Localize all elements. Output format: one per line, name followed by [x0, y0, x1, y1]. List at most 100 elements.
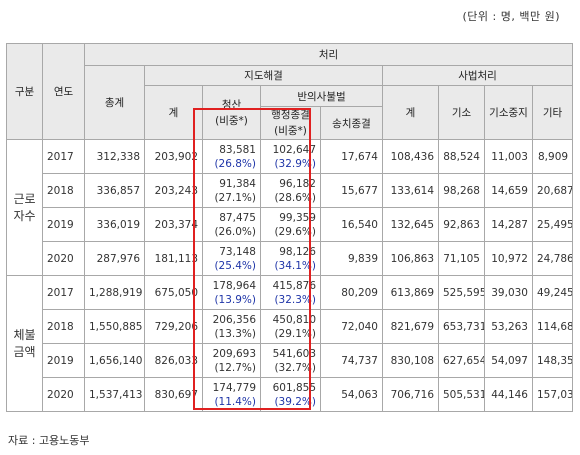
header-admin-share: (비중*) — [274, 125, 307, 137]
settlement-cell-share: (25.4%) — [214, 259, 256, 272]
header-guidance-sum: 계 — [144, 85, 203, 140]
guidance-sum-cell: 203,374 — [144, 207, 203, 242]
admin-closure-cell: 98,126 (34.1%) — [260, 241, 321, 276]
group-label: 체불 금액 — [6, 275, 43, 412]
table-row: 2019 1,656,140 826,033 209,693 (12.7%) 541,60… — [7, 343, 574, 378]
total-cell: 287,976 — [84, 241, 145, 276]
admin-closure-cell-value: 96,182 — [279, 177, 316, 190]
guidance-sum-cell: 203,243 — [144, 173, 203, 208]
transfer-closure-cell: 80,209 — [320, 275, 383, 310]
wage-arrears-table: 구분 연도 처리 총계 지도해결 사법처리 계 청산 (비중*) 반의사불벌 계… — [6, 43, 574, 412]
settlement-cell-value: 73,148 — [219, 245, 256, 258]
settlement-cell-value: 178,964 — [212, 279, 256, 292]
admin-closure-cell: 541,603 (32.7%) — [260, 343, 321, 378]
header-transfer-closure: 송치종결 — [320, 106, 383, 140]
indictment-cell: 88,524 — [438, 139, 485, 174]
suspension-cell: 14,287 — [484, 207, 533, 242]
judicial-sum-cell: 821,679 — [382, 309, 439, 344]
year-cell: 2020 — [42, 377, 85, 412]
suspension-cell: 54,097 — [484, 343, 533, 378]
settlement-cell: 73,148 (25.4%) — [202, 241, 261, 276]
judicial-sum-cell: 830,108 — [382, 343, 439, 378]
settlement-cell-value: 209,693 — [212, 347, 256, 360]
year-cell: 2018 — [42, 309, 85, 344]
indictment-cell: 98,268 — [438, 173, 485, 208]
settlement-cell-share: (13.9%) — [214, 293, 256, 306]
transfer-closure-cell: 54,063 — [320, 377, 383, 412]
judicial-sum-cell: 706,716 — [382, 377, 439, 412]
year-cell: 2019 — [42, 343, 85, 378]
settlement-cell: 209,693 (12.7%) — [202, 343, 261, 378]
header-processing: 처리 — [83, 43, 574, 66]
source-note: 자료 : 고용노동부 — [8, 434, 90, 447]
admin-closure-cell-value: 99,359 — [279, 211, 316, 224]
admin-closure-cell: 450,810 (29.1%) — [260, 309, 321, 344]
indictment-cell: 505,531 — [438, 377, 485, 412]
other-cell: 148,357 — [531, 343, 574, 378]
table-row: 2018 336,857 203,243 91,384 (27.1%) 96,182 (28… — [7, 173, 574, 208]
settlement-cell: 91,384 (27.1%) — [202, 173, 261, 208]
header-total: 총계 — [84, 65, 145, 140]
settlement-cell: 178,964 (13.9%) — [202, 275, 261, 310]
other-cell: 24,786 — [531, 241, 574, 276]
admin-closure-cell-share: (34.1%) — [274, 259, 316, 272]
suspension-cell: 44,146 — [484, 377, 533, 412]
suspension-cell: 39,030 — [484, 275, 533, 310]
year-cell: 2020 — [42, 241, 85, 276]
judicial-sum-cell: 132,645 — [382, 207, 439, 242]
unit-note: (단위 : 명, 백만 원) — [462, 10, 560, 23]
table-row: 근로 자수 2017 312,338 203,902 83,581 (26.8%) 102,6… — [6, 139, 574, 276]
suspension-cell: 10,972 — [484, 241, 533, 276]
header-nonrepeat: 반의사불벌 — [260, 85, 383, 107]
header-indictment: 기소 — [438, 85, 485, 140]
settlement-cell-value: 206,356 — [212, 313, 256, 326]
other-cell: 8,909 — [531, 139, 574, 174]
header-category: 구분 — [6, 43, 43, 140]
admin-closure-cell-share: (29.1%) — [274, 327, 316, 340]
header-settlement-share: (비중*) — [215, 114, 248, 127]
table-row: 2019 336,019 203,374 87,475 (26.0%) 99,359 (29… — [7, 207, 574, 242]
transfer-closure-cell: 9,839 — [320, 241, 383, 276]
admin-closure-cell-value: 601,855 — [272, 381, 316, 394]
settlement-cell-value: 83,581 — [219, 143, 256, 156]
suspension-cell: 53,263 — [484, 309, 533, 344]
settlement-cell-share: (11.4%) — [214, 395, 256, 408]
header-guidance: 지도해결 — [144, 65, 383, 86]
total-cell: 336,857 — [84, 173, 145, 208]
total-cell: 1,288,919 — [84, 275, 145, 310]
settlement-cell-share: (27.1%) — [214, 191, 256, 204]
total-cell: 312,338 — [84, 139, 145, 174]
table-row: 2020 287,976 181,113 73,148 (25.4%) 98,126 (34… — [7, 241, 574, 276]
settlement-cell: 83,581 (26.8%) — [202, 139, 261, 174]
admin-closure-cell-share: (32.7%) — [274, 361, 316, 374]
guidance-sum-cell: 675,050 — [144, 275, 203, 310]
transfer-closure-cell: 15,677 — [320, 173, 383, 208]
admin-closure-cell-share: (29.6%) — [274, 225, 316, 238]
settlement-cell-value: 87,475 — [219, 211, 256, 224]
table-row: 2020 1,537,413 830,697 174,779 (11.4%) 601,85… — [7, 377, 574, 412]
settlement-cell-share: (13.3%) — [214, 327, 256, 340]
other-cell: 114,685 — [531, 309, 574, 344]
judicial-sum-cell: 108,436 — [382, 139, 439, 174]
indictment-cell: 525,595 — [438, 275, 485, 310]
header-settlement-label: 청산 — [221, 98, 242, 111]
admin-closure-cell: 96,182 (28.6%) — [260, 173, 321, 208]
other-cell: 25,495 — [531, 207, 574, 242]
settlement-cell-share: (12.7%) — [214, 361, 256, 374]
guidance-sum-cell: 729,206 — [144, 309, 203, 344]
admin-closure-cell-share: (32.9%) — [274, 157, 316, 170]
settlement-cell: 87,475 (26.0%) — [202, 207, 261, 242]
settlement-cell-value: 174,779 — [212, 381, 256, 394]
admin-closure-cell-value: 450,810 — [272, 313, 316, 326]
settlement-cell-share: (26.8%) — [214, 157, 256, 170]
total-cell: 1,537,413 — [84, 377, 145, 412]
admin-closure-cell-share: (32.3%) — [274, 293, 316, 306]
transfer-closure-cell: 17,674 — [320, 139, 383, 174]
total-cell: 1,550,885 — [84, 309, 145, 344]
year-cell: 2018 — [42, 173, 85, 208]
header-settlement: 청산 (비중*) — [202, 85, 261, 140]
header-suspension: 기소중지 — [484, 85, 533, 140]
suspension-cell: 11,003 — [484, 139, 533, 174]
settlement-cell-share: (26.0%) — [214, 225, 256, 238]
guidance-sum-cell: 203,902 — [144, 139, 203, 174]
